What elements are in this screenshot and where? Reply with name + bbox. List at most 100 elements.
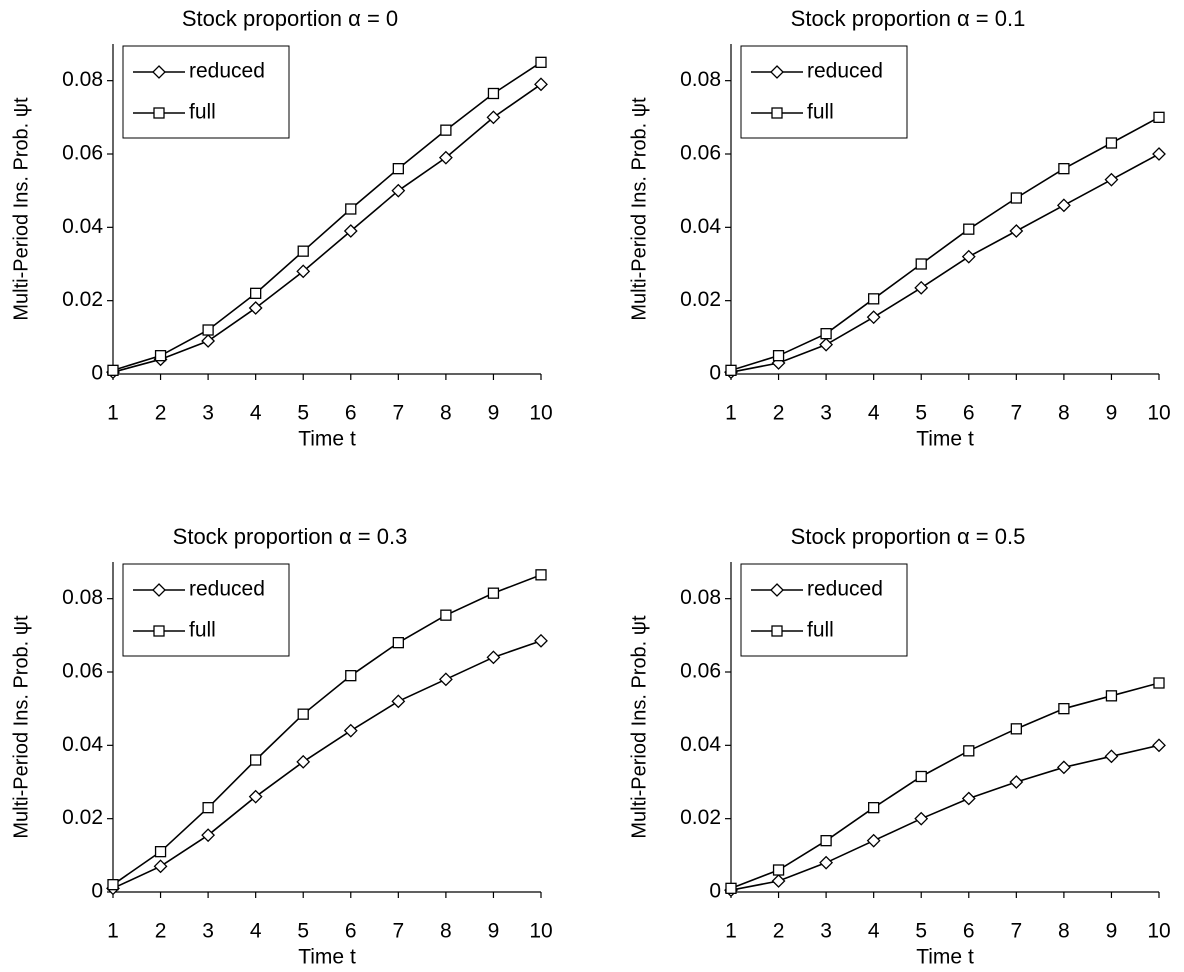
y-tick-label: 0.04 — [680, 215, 721, 238]
marker-square — [868, 802, 880, 814]
legend-marker — [153, 625, 165, 637]
x-tick-label: 6 — [963, 402, 975, 425]
x-axis-label: Time t — [916, 946, 974, 969]
x-tick-label: 9 — [1106, 920, 1118, 943]
y-tick-label: 0.04 — [680, 733, 721, 756]
y-tick-label: 0 — [709, 362, 721, 385]
x-tick-label: 3 — [820, 920, 832, 943]
marker-diamond — [248, 789, 263, 804]
legend-box — [740, 45, 908, 139]
x-tick-label: 5 — [297, 920, 309, 943]
marker-diamond — [486, 650, 501, 665]
y-tick-label: 0 — [91, 362, 103, 385]
panel: Stock proportion α = 0.3 Multi-Period Ins… — [10, 524, 552, 969]
marker-square — [1105, 137, 1118, 149]
legend-label: full — [189, 101, 216, 124]
legend-label: full — [807, 101, 834, 124]
marker-diamond — [534, 77, 548, 92]
x-tick-label: 8 — [1058, 920, 1070, 943]
marker-diamond — [866, 833, 881, 848]
marker-square — [868, 293, 880, 305]
x-tick-label: 8 — [440, 402, 452, 425]
x-tick-label: 4 — [868, 920, 880, 943]
marker-square — [202, 802, 214, 814]
marker-square — [154, 350, 167, 362]
series-line — [112, 61, 542, 372]
x-tick-label: 10 — [529, 402, 552, 425]
x-axis-label: Time t — [916, 428, 974, 451]
x-tick-label: 5 — [915, 402, 927, 425]
marker-diamond — [1104, 749, 1119, 764]
y-tick-label: 0.04 — [62, 215, 103, 238]
marker-square — [820, 835, 832, 847]
x-tick-label: 9 — [1106, 402, 1118, 425]
series-line — [112, 83, 542, 373]
legend-label: reduced — [807, 578, 883, 601]
marker-diamond — [153, 859, 168, 874]
marker-diamond — [914, 811, 929, 826]
marker-diamond — [819, 855, 834, 870]
marker-square — [487, 87, 500, 100]
legend-label: reduced — [189, 578, 265, 601]
y-tick-label: 0 — [709, 880, 721, 903]
marker-diamond — [438, 672, 453, 687]
x-tick-label: 7 — [392, 920, 404, 943]
marker-square — [820, 328, 832, 340]
x-tick-label: 4 — [250, 402, 262, 425]
legend-marker — [152, 65, 166, 79]
series-line — [730, 682, 1160, 890]
y-tick-label: 0.06 — [62, 142, 103, 165]
marker-diamond — [201, 828, 216, 843]
marker-square — [440, 124, 452, 136]
x-tick-label: 4 — [868, 402, 880, 425]
marker-diamond — [343, 723, 358, 738]
x-tick-label: 1 — [107, 402, 119, 425]
panel: Stock proportion α = 0 Multi-Period Ins. … — [10, 6, 552, 451]
marker-square — [963, 745, 975, 757]
x-tick-label: 7 — [1010, 920, 1022, 943]
marker-square — [725, 882, 737, 894]
marker-diamond — [1056, 198, 1071, 213]
marker-square — [345, 670, 357, 682]
marker-square — [1058, 163, 1070, 175]
x-tick-label: 6 — [963, 920, 975, 943]
legend-box — [122, 563, 290, 657]
panel: Stock proportion α = 0.1 Multi-Period Ins… — [628, 6, 1170, 451]
panel: Stock proportion α = 0.5 Multi-Period Ins… — [628, 524, 1170, 969]
marker-diamond — [438, 150, 453, 165]
x-tick-label: 10 — [1147, 402, 1170, 425]
marker-square — [963, 223, 975, 235]
x-tick-label: 9 — [488, 402, 500, 425]
y-tick-label: 0 — [91, 880, 103, 903]
x-tick-label: 3 — [202, 402, 214, 425]
marker-square — [154, 846, 167, 858]
y-tick-label: 0.02 — [680, 288, 721, 311]
legend-box — [122, 45, 290, 139]
y-tick-label: 0.06 — [680, 660, 721, 683]
marker-square — [1153, 111, 1165, 123]
marker-square — [535, 569, 547, 581]
x-tick-label: 2 — [773, 920, 785, 943]
marker-diamond — [866, 310, 881, 325]
y-tick-label: 0.08 — [62, 68, 103, 91]
marker-square — [250, 754, 262, 766]
marker-square — [392, 637, 404, 649]
chart-title: Stock proportion α = 0.1 — [791, 6, 1026, 31]
x-tick-label: 6 — [345, 920, 357, 943]
marker-square — [297, 245, 309, 257]
marker-diamond — [1009, 775, 1024, 789]
y-tick-label: 0.06 — [62, 660, 103, 683]
y-axis-label: Multi-Period Ins. Prob. ψt — [628, 97, 650, 321]
series-line — [730, 153, 1160, 373]
series-line — [112, 574, 542, 886]
marker-square — [1010, 723, 1022, 735]
legend-marker — [771, 625, 783, 637]
marker-square — [1058, 703, 1070, 715]
marker-square — [202, 324, 214, 336]
y-axis-label: Multi-Period Ins. Prob. ψt — [10, 97, 32, 321]
marker-diamond — [534, 633, 548, 648]
marker-square — [725, 364, 737, 376]
x-tick-label: 3 — [202, 920, 214, 943]
marker-diamond — [486, 110, 501, 125]
legend-marker — [771, 107, 783, 119]
